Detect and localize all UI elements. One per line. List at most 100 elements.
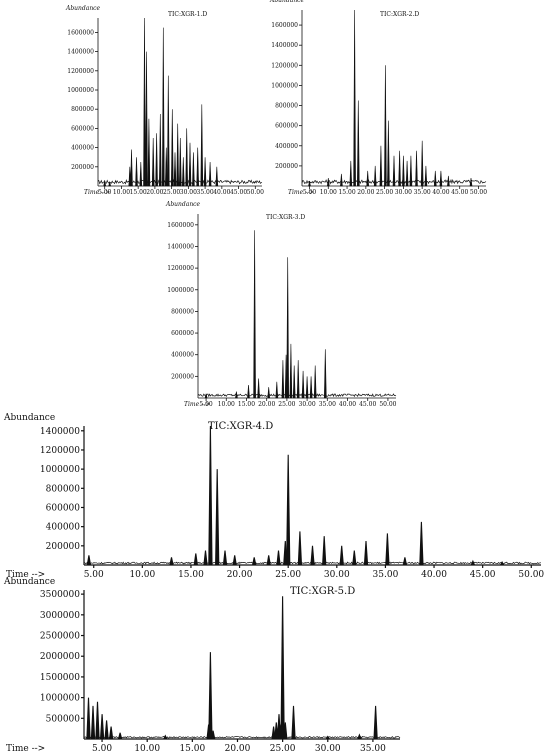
chart-title: TIC:XGR-5.D	[290, 586, 355, 597]
y-tick-label: 800000	[71, 106, 94, 113]
x-tick-label: 35.00	[373, 570, 399, 580]
y-tick-label: 1400000	[167, 243, 194, 250]
peak	[193, 553, 199, 566]
chromatogram-panel-1: 200000 400000 600000 800000 1000000 1200000 14…	[65, 5, 264, 196]
peak	[215, 469, 220, 566]
chart-title: TIC:XGR-3.D	[266, 214, 305, 221]
y-tick-label: 1200000	[271, 62, 298, 69]
x-tick-label: 5.00	[303, 189, 317, 196]
peak	[409, 155, 413, 187]
peak	[251, 557, 257, 566]
x-tick-label: 35.00	[360, 744, 386, 752]
y-tick-label: 3500000	[40, 590, 80, 600]
peak	[313, 365, 317, 399]
peak	[271, 726, 276, 740]
peak	[349, 160, 353, 187]
chromatogram-panel-4: 200000 400000 600000 800000 1000000 1200000 14…	[3, 413, 544, 580]
peak	[203, 157, 207, 187]
x-tick-label: 35.00	[319, 401, 336, 408]
baseline-trace	[83, 735, 401, 739]
peak	[147, 118, 151, 187]
peak	[143, 17, 146, 187]
peak	[379, 145, 383, 187]
x-tick-label: 15.00	[130, 189, 147, 196]
x-tick-label: 35.00	[414, 189, 431, 196]
peak	[103, 180, 107, 187]
x-tick-label: 15.00	[338, 189, 355, 196]
peak	[353, 9, 356, 187]
peak	[286, 454, 291, 566]
peak	[469, 177, 473, 187]
peak	[419, 521, 424, 566]
peak	[296, 360, 300, 399]
peak	[339, 545, 344, 566]
peak	[470, 559, 476, 566]
y-tick-label: 1000000	[67, 87, 94, 94]
x-tick-label: 40.00	[339, 401, 356, 408]
x-tick-label: 50.00	[379, 401, 396, 408]
peak	[405, 160, 409, 187]
y-tick-label: 1600000	[67, 29, 94, 36]
peak	[192, 152, 195, 187]
x-tick-label: 15.00	[179, 744, 205, 752]
y-tick-label: 400000	[71, 145, 94, 152]
y-tick-label: 400000	[46, 523, 81, 533]
x-tick-label: 20.00	[225, 744, 251, 752]
peak	[253, 230, 256, 399]
y-tick-label: 2000000	[40, 652, 80, 662]
peak	[366, 170, 370, 187]
peak	[257, 378, 260, 399]
x-tick-label: 45.00	[470, 570, 496, 580]
y-tick-label: 800000	[171, 308, 194, 315]
peak	[108, 181, 112, 187]
peak	[286, 257, 290, 399]
peak	[420, 140, 424, 187]
peak	[292, 365, 296, 399]
y-tick-label: 1200000	[167, 265, 194, 272]
x-axis-label: Time -->	[6, 570, 45, 580]
x-axis-label: Time -->	[84, 189, 110, 196]
x-tick-label: 30.00	[315, 744, 341, 752]
peak	[203, 550, 208, 566]
peak	[305, 376, 309, 399]
chart-title: TIC:XGR-2.D	[380, 11, 419, 18]
peak	[145, 51, 148, 187]
y-tick-label: 2500000	[40, 632, 80, 642]
peak	[178, 137, 182, 187]
y-tick-label: 800000	[46, 484, 81, 494]
x-tick-label: 30.00	[395, 189, 412, 196]
peak	[185, 128, 189, 187]
peak	[373, 165, 377, 187]
x-tick-label: 40.00	[421, 570, 447, 580]
x-tick-label: 40.00	[213, 189, 230, 196]
peak	[173, 152, 177, 187]
peak	[188, 142, 192, 187]
x-tick-label: 25.00	[275, 570, 301, 580]
y-tick-label: 200000	[71, 164, 94, 171]
x-tick-label: 5.00	[92, 744, 112, 752]
peak	[433, 170, 437, 187]
peak	[363, 540, 369, 566]
x-tick-label: 25.00	[163, 189, 180, 196]
x-tick-label: 10.00	[134, 744, 160, 752]
x-tick-label: 30.00	[180, 189, 197, 196]
y-tick-label: 200000	[171, 373, 194, 380]
y-tick-label: 200000	[46, 542, 81, 552]
peak	[392, 155, 396, 187]
peak	[267, 387, 271, 399]
peak	[86, 555, 92, 566]
peak	[340, 173, 343, 187]
y-tick-label: 1200000	[67, 68, 94, 75]
chromatogram-panel-5: 500000 1000000 1500000 2000000 2500000 300000…	[3, 577, 401, 752]
x-tick-label: 25.00	[270, 744, 296, 752]
x-tick-label: 50.00	[470, 189, 487, 196]
x-tick-label: 50.00	[247, 189, 264, 196]
peak	[104, 720, 109, 740]
x-axis-label: Time -->	[6, 744, 45, 752]
peak	[90, 705, 96, 740]
peak	[373, 705, 378, 740]
peak	[322, 536, 327, 566]
x-tick-label: 35.00	[197, 189, 214, 196]
y-axis-label: Abundance	[3, 413, 55, 423]
